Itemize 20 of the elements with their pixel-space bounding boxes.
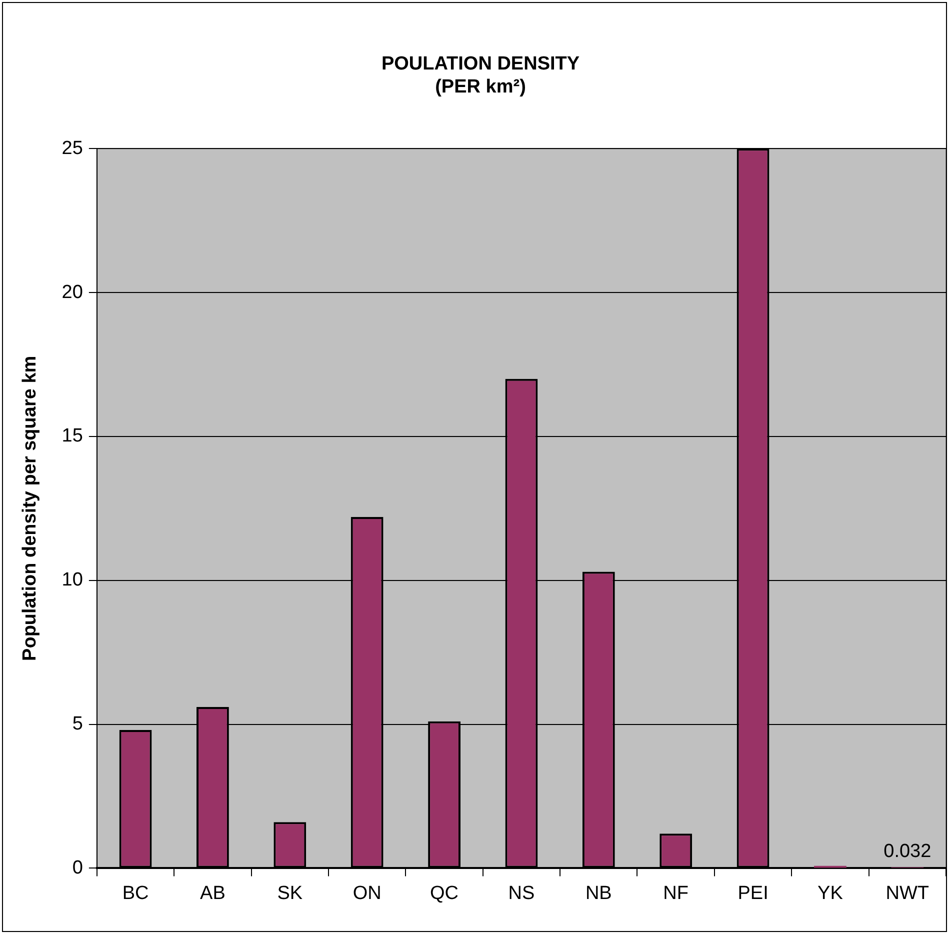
y-tick-label: 10: [62, 570, 83, 591]
x-tick-label: ON: [352, 882, 382, 904]
y-tick-label: 15: [62, 426, 83, 447]
data-label: 0.032: [884, 841, 932, 862]
x-tick-label: NWT: [886, 882, 930, 904]
x-tick-label: QC: [430, 882, 459, 904]
chart-title: POULATION DENSITY (PER km²): [381, 54, 580, 98]
y-axis-title: Population density per square km: [20, 356, 41, 661]
x-tick-label: SK: [277, 882, 303, 904]
x-tick-label: NB: [585, 882, 612, 904]
x-tick-label: NS: [508, 882, 535, 904]
x-tick-label: BC: [122, 882, 149, 904]
y-tick-label: 5: [72, 714, 83, 735]
y-tick-label: 25: [62, 138, 83, 159]
x-tick-label: PEI: [738, 882, 768, 904]
x-tick-label: YK: [818, 882, 844, 904]
y-tick-label: 20: [62, 282, 83, 303]
y-tick-label: 0: [72, 857, 83, 878]
x-tick-label: AB: [200, 882, 226, 904]
x-tick-label: NF: [663, 882, 689, 904]
